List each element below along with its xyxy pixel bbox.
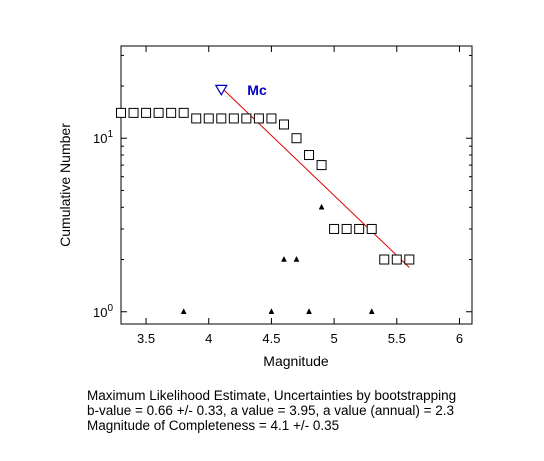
results-text: Maximum Likelihood Estimate, Uncertainti… bbox=[87, 388, 456, 433]
cumulative-point bbox=[391, 254, 402, 265]
cumulative-point bbox=[228, 113, 239, 124]
cumulative-point bbox=[141, 107, 152, 118]
fit-line-layer bbox=[220, 87, 410, 268]
mc-label: Mc bbox=[247, 82, 267, 98]
incremental-point bbox=[368, 308, 375, 315]
cumulative-point bbox=[278, 119, 289, 130]
incremental-point bbox=[293, 255, 300, 262]
x-axis-title: Magnitude bbox=[263, 353, 329, 369]
cumulative-point bbox=[291, 133, 302, 144]
incremental-markers bbox=[180, 203, 413, 315]
x-tick-label: 5.5 bbox=[388, 331, 406, 346]
cumulative-point bbox=[379, 254, 390, 265]
cumulative-point bbox=[404, 254, 415, 265]
mc-annotation: Mc bbox=[214, 82, 267, 98]
fit-line bbox=[220, 87, 410, 268]
results-line-3: Magnitude of Completeness = 4.1 +/- 0.35 bbox=[87, 418, 340, 433]
cumulative-point bbox=[128, 107, 139, 118]
cumulative-point bbox=[153, 107, 164, 118]
cumulative-point bbox=[203, 113, 214, 124]
incremental-point bbox=[268, 308, 275, 315]
y-axis-title: Cumulative Number bbox=[57, 123, 73, 247]
results-line-2: b-value = 0.66 +/- 0.33, a value = 3.95,… bbox=[87, 403, 455, 418]
cumulative-point bbox=[253, 113, 264, 124]
cumulative-point bbox=[266, 113, 277, 124]
incremental-point bbox=[306, 308, 312, 315]
incremental-point bbox=[281, 255, 287, 262]
cumulative-point bbox=[354, 223, 365, 234]
cumulative-point bbox=[216, 113, 227, 124]
results-line-1: Maximum Likelihood Estimate, Uncertainti… bbox=[87, 388, 457, 403]
cumulative-point bbox=[166, 107, 177, 118]
x-tick-label: 4.5 bbox=[262, 331, 280, 346]
x-tick-label: 5 bbox=[330, 331, 337, 346]
x-tick-label: 3.5 bbox=[137, 331, 155, 346]
cumulative-point bbox=[341, 223, 352, 234]
cumulative-point bbox=[304, 150, 315, 161]
cumulative-point bbox=[241, 113, 252, 124]
y-tick-label: 100 bbox=[93, 303, 113, 320]
x-tick-label: 6 bbox=[456, 331, 463, 346]
x-tick-label: 4 bbox=[205, 331, 212, 346]
cumulative-point bbox=[178, 107, 189, 118]
mc-marker bbox=[214, 84, 228, 97]
cumulative-point bbox=[191, 113, 202, 124]
plot-area bbox=[120, 45, 473, 325]
cumulative-point bbox=[316, 160, 327, 171]
y-tick-label: 101 bbox=[93, 129, 113, 146]
cumulative-markers bbox=[116, 107, 415, 265]
cumulative-point bbox=[329, 223, 340, 234]
ticks: 3.5 4 4.5 5 5.5 6 100 101 bbox=[93, 46, 472, 346]
incremental-point bbox=[180, 308, 187, 315]
cumulative-point bbox=[116, 107, 126, 118]
cumulative-point bbox=[366, 223, 377, 234]
incremental-point bbox=[318, 203, 325, 210]
